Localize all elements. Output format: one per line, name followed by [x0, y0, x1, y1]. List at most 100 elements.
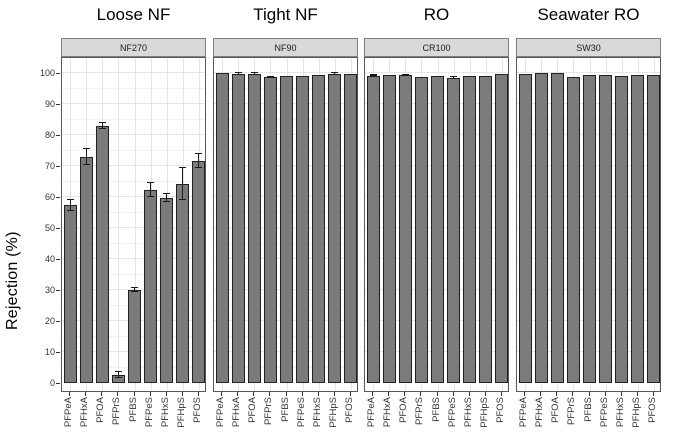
- y-tick-label: 10: [44, 347, 55, 357]
- facet-strip-label: NF270: [61, 38, 206, 57]
- facet-title: Tight NF: [253, 5, 318, 24]
- bar-pfoa: [398, 75, 412, 383]
- x-tick-label: PFHxA: [534, 397, 546, 428]
- x-tick-label: PFHpS: [478, 397, 490, 428]
- x-tick-mark: [197, 392, 199, 396]
- bar-pfhxa: [231, 74, 245, 383]
- gridline: [62, 211, 205, 213]
- error-bar-cap: [82, 147, 90, 149]
- error-bar: [198, 153, 200, 169]
- x-tick-mark: [69, 392, 71, 396]
- x-tick-mark: [636, 392, 638, 396]
- gridline: [62, 149, 205, 151]
- x-tick-mark: [301, 392, 303, 396]
- error-bar: [182, 167, 184, 201]
- error-bar-cap: [114, 370, 122, 372]
- y-tick-mark: [56, 135, 60, 136]
- bar-pfpes: [144, 190, 158, 383]
- x-tick-mark: [349, 392, 351, 396]
- gridline: [62, 289, 205, 290]
- x-tick-label: PFHpS: [327, 397, 339, 428]
- gridline: [118, 58, 120, 391]
- error-bar: [117, 371, 119, 379]
- x-tick-mark: [500, 392, 502, 396]
- error-bar-cap: [250, 72, 258, 74]
- bar-pfoa: [550, 73, 564, 383]
- facet-title: RO: [423, 5, 450, 24]
- y-tick-mark: [56, 228, 60, 229]
- x-tick-label: PFOS: [494, 397, 506, 423]
- error-bar-cap: [450, 76, 458, 78]
- bar-pfhxs: [615, 75, 629, 383]
- x-tick-mark: [253, 392, 255, 396]
- x-tick-label: PFBS: [582, 397, 594, 422]
- y-tick-mark: [56, 104, 60, 105]
- x-tick-label: PFPeA: [366, 397, 378, 428]
- x-tick-mark: [468, 392, 470, 396]
- error-bar-cap: [131, 287, 138, 289]
- x-tick-label: PFHxA: [79, 397, 91, 428]
- error-bar-cap: [266, 76, 274, 78]
- error-bar-cap: [147, 196, 155, 198]
- plot-area: [516, 57, 661, 392]
- error-bar-cap: [369, 74, 377, 76]
- x-tick-mark: [333, 392, 335, 396]
- error-bar-cap: [331, 73, 339, 75]
- gridline: [62, 134, 205, 135]
- x-tick-mark: [620, 392, 622, 396]
- facet-strip-label: NF90: [213, 38, 358, 57]
- bar-pfpea: [366, 75, 380, 383]
- error-bar-cap: [369, 75, 377, 77]
- x-tick-label: PFPeS: [143, 397, 155, 428]
- x-tick-mark: [372, 392, 374, 396]
- error-bar-cap: [163, 192, 171, 194]
- error-bar-cap: [66, 199, 74, 201]
- error-bar: [85, 148, 87, 165]
- y-tick-mark: [56, 290, 60, 291]
- bar-pfhxa: [382, 75, 396, 383]
- x-tick-label: PFOS: [343, 397, 355, 423]
- gridline: [62, 103, 205, 104]
- y-tick-label: 20: [44, 316, 55, 326]
- bar-pfhxa: [79, 156, 93, 383]
- gridline: [62, 165, 205, 166]
- gridline: [62, 87, 205, 89]
- x-tick-label: PFPeA: [63, 397, 75, 428]
- x-tick-label: PFHxS: [159, 397, 171, 428]
- bar-pfoa: [95, 126, 109, 383]
- x-tick-label: PFHpS: [630, 397, 642, 428]
- x-tick-mark: [317, 392, 319, 396]
- gridline: [62, 196, 205, 197]
- gridline: [517, 72, 660, 73]
- y-tick-label: 90: [44, 99, 55, 109]
- facet-strip-label: CR100: [364, 38, 509, 57]
- gridline: [62, 118, 205, 120]
- bar-pfprs: [263, 77, 277, 383]
- bar-pfpes: [447, 77, 461, 383]
- x-tick-mark: [436, 392, 438, 396]
- error-bar-cap: [147, 182, 155, 184]
- y-tick-label: 30: [44, 285, 55, 295]
- x-tick-mark: [452, 392, 454, 396]
- x-tick-label: PFHxS: [614, 397, 626, 428]
- x-tick-mark: [269, 392, 271, 396]
- facet-nf270: Loose NF NF270 PFPeA PFHxA PFOA PFPrS PFBS PFPe…: [61, 0, 206, 443]
- x-tick-mark: [484, 392, 486, 396]
- bar-pfpes: [599, 75, 613, 383]
- x-tick-mark: [85, 392, 87, 396]
- y-tick-mark: [56, 352, 60, 353]
- x-tick-label: PFHxS: [311, 397, 323, 428]
- x-tick-label: PFPeS: [446, 397, 458, 428]
- bar-pfoa: [247, 74, 261, 383]
- plot-area: [213, 57, 358, 392]
- error-bar-cap: [250, 74, 258, 76]
- error-bar-cap: [195, 152, 203, 154]
- x-tick-label: PFPrS: [566, 397, 578, 425]
- error-bar: [237, 73, 239, 76]
- facet-nf90: Tight NF NF90 PFPeA PFHxA PFOA PFPrS PFBS PFPeS…: [213, 0, 358, 443]
- x-tick-mark: [237, 392, 239, 396]
- gridline: [62, 180, 205, 182]
- bar-pfbs: [583, 75, 596, 383]
- error-bar-cap: [266, 75, 274, 77]
- bar-pfhps: [631, 74, 645, 383]
